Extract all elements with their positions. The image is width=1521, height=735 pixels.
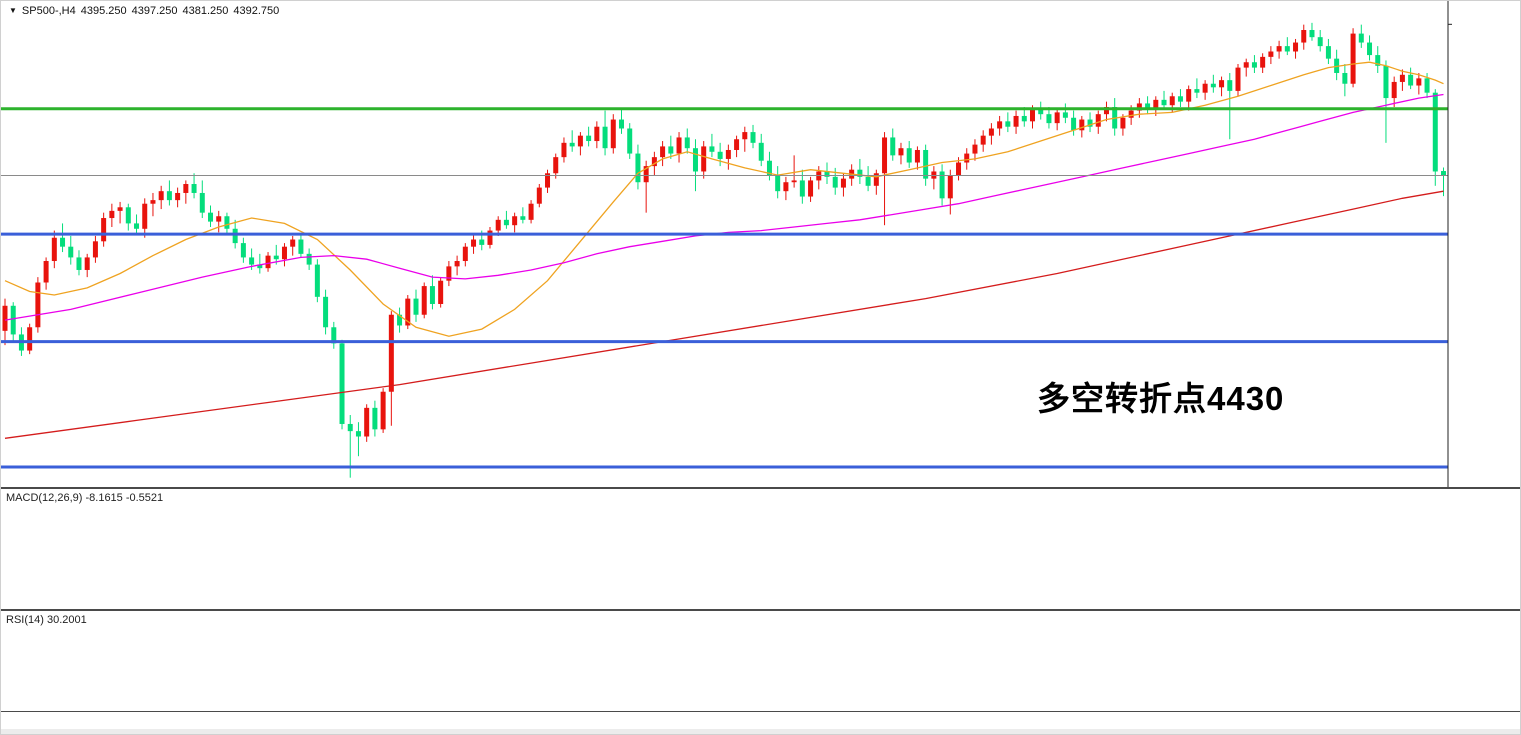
chart-dropdown-icon[interactable]: ▼ bbox=[9, 6, 17, 15]
high-value: 4397.250 bbox=[131, 5, 178, 17]
ma-fast[interactable] bbox=[4, 61, 1444, 337]
macd-pane-svg[interactable] bbox=[1, 489, 1521, 611]
ma-mid[interactable] bbox=[4, 93, 1444, 321]
rsi-indicator-label: RSI(14) 30.2001 bbox=[6, 614, 87, 626]
price-chart-svg[interactable] bbox=[1, 1, 1521, 489]
rsi-pane-svg[interactable] bbox=[1, 611, 1521, 712]
open-value: 4395.250 bbox=[80, 5, 127, 17]
ma-slow[interactable] bbox=[4, 190, 1444, 439]
window-edge bbox=[1, 729, 1520, 734]
symbol-period-label: SP500-,H4 bbox=[21, 5, 76, 17]
time-axis[interactable] bbox=[1, 712, 1520, 729]
macd-indicator-label: MACD(12,26,9) -8.1615 -0.5521 bbox=[6, 492, 164, 504]
annotation-text: 多空转折点4430 bbox=[1037, 380, 1285, 417]
low-value: 4381.250 bbox=[182, 5, 229, 17]
chart-title: ▼ SP500-,H4 4395.250 4397.250 4381.250 4392.7… bbox=[9, 5, 284, 17]
close-value: 4392.750 bbox=[233, 5, 280, 17]
